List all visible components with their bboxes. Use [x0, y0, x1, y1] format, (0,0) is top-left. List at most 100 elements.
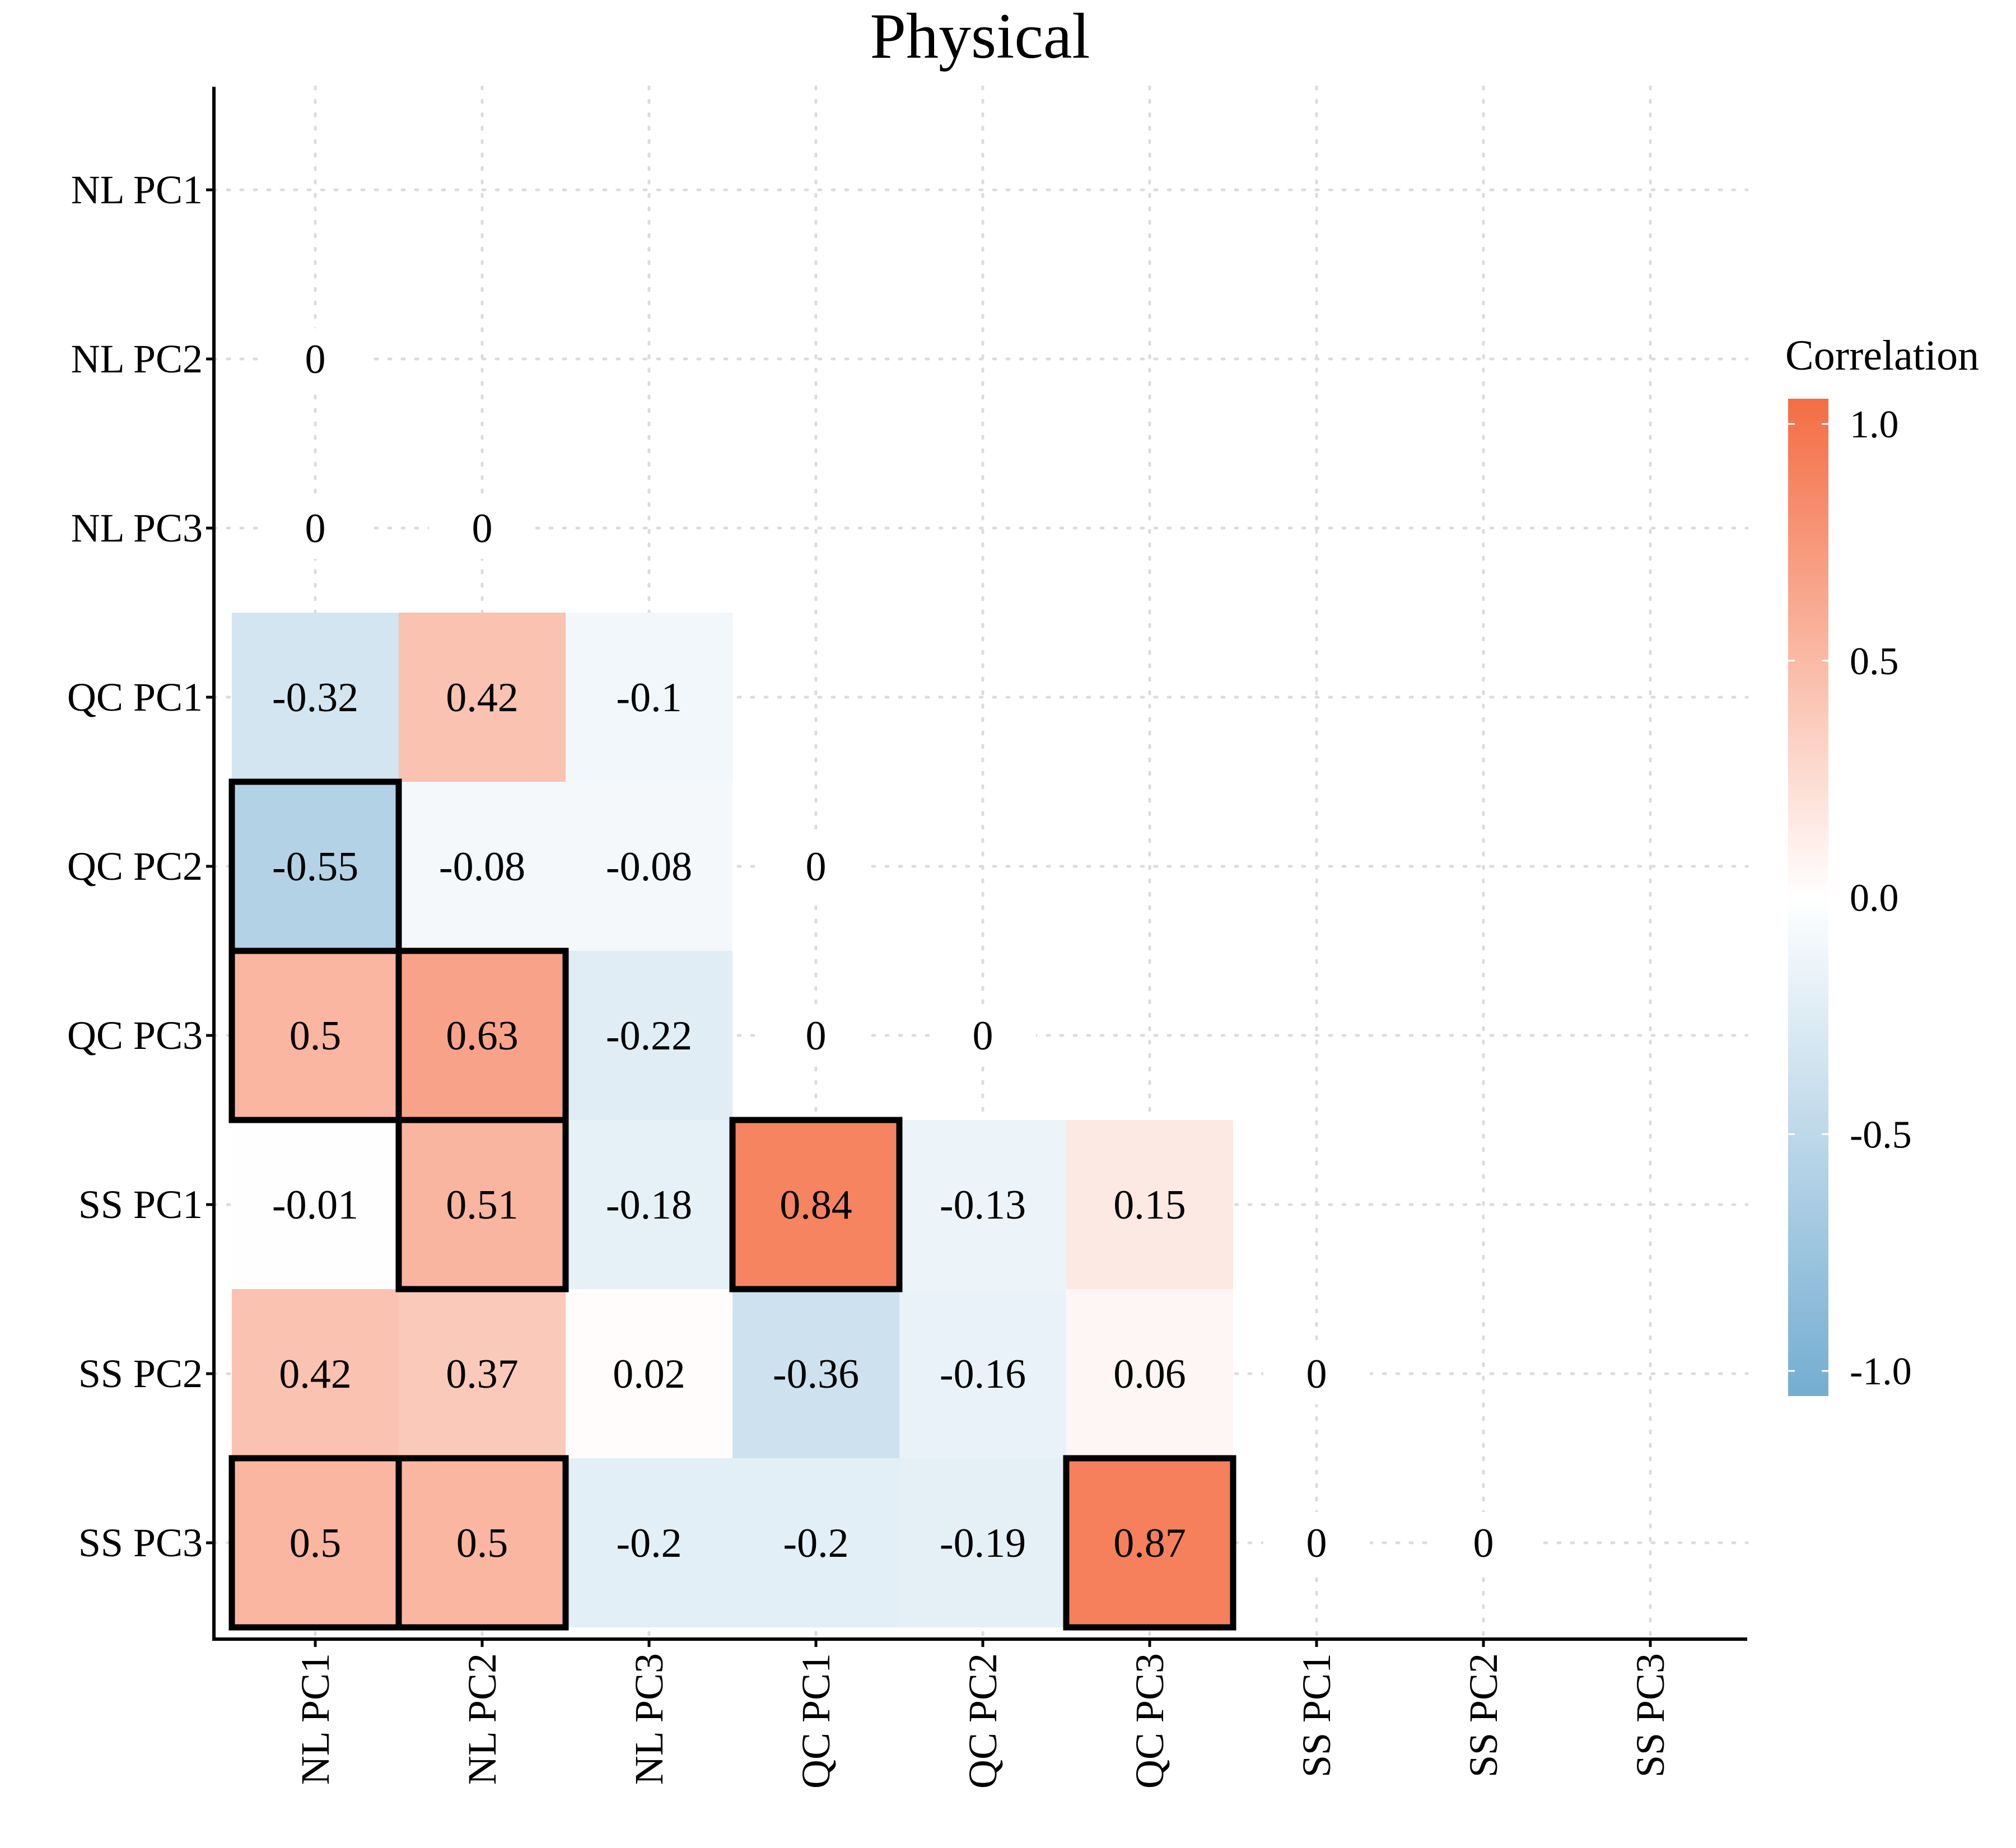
cell-value-label: 0.5	[290, 1520, 342, 1566]
legend-tick-label: -0.5	[1850, 1113, 1912, 1156]
cell-value-label: 0.42	[446, 675, 519, 721]
highlight-border	[395, 1117, 569, 1292]
heatmap-cells: 0 0 0 -0.32 0.42 -0.1 -0.55 -0.08 -0.08 0 0.5 0.63 -…	[232, 328, 1537, 1627]
cell-value-label: -0.13	[940, 1182, 1026, 1228]
heatmap-cell-background	[262, 328, 368, 390]
cell-value-label: 0.5	[290, 1013, 342, 1059]
cell-value-label: 0.5	[456, 1520, 508, 1566]
cell-value-label: 0.06	[1113, 1351, 1186, 1397]
heatmap-cell	[566, 1458, 732, 1627]
legend-tick-label: 1.0	[1850, 403, 1899, 446]
heatmap-cell	[566, 1289, 732, 1458]
x-tick-label: SS PC3	[1628, 1653, 1673, 1777]
cell-value-label: 0.37	[446, 1351, 519, 1397]
cell-value-label: 0.42	[279, 1351, 352, 1397]
y-tick-label: QC PC2	[67, 844, 203, 889]
color-legend: Correlation 1.0 0.5 0.0 -0.5 -1.0	[1785, 332, 1979, 1396]
heatmap-cell	[399, 1458, 566, 1627]
highlight-border	[729, 1117, 903, 1292]
x-tick-label: SS PC1	[1294, 1653, 1339, 1777]
cell-value-label: 0	[806, 1013, 827, 1059]
cell-value-label: -0.19	[940, 1520, 1026, 1566]
heatmap-cell-background	[429, 497, 535, 559]
cell-value-label: -0.2	[616, 1520, 682, 1566]
x-tick-label: NL PC1	[293, 1653, 338, 1785]
y-tick-label: QC PC3	[67, 1013, 203, 1058]
cell-value-label: -0.2	[783, 1520, 848, 1566]
heatmap-cell	[232, 613, 399, 782]
cell-value-label: 0.51	[446, 1182, 519, 1228]
cell-value-label: -0.18	[606, 1182, 692, 1228]
heatmap-cell	[399, 613, 566, 782]
cell-value-label: -0.55	[272, 844, 358, 890]
heatmap-cell-background	[1263, 1512, 1370, 1574]
cell-value-label: -0.32	[272, 675, 358, 721]
heatmap-cell	[732, 1458, 899, 1627]
heatmap-cell	[399, 951, 566, 1120]
heatmap-cell	[732, 1289, 899, 1458]
cell-value-label: 0	[806, 844, 827, 890]
x-tick-label: SS PC2	[1461, 1653, 1506, 1777]
heatmap-cell	[732, 1120, 899, 1289]
y-tick-label: SS PC2	[78, 1351, 203, 1396]
heatmap-cell-background	[1263, 1343, 1370, 1404]
cell-value-label: -0.01	[272, 1182, 358, 1228]
legend-title: Correlation	[1785, 332, 1979, 379]
heatmap-cell	[232, 951, 399, 1120]
heatmap-cell	[399, 782, 566, 951]
x-tick-label: QC PC2	[960, 1653, 1005, 1789]
y-tick-label: QC PC1	[67, 675, 203, 720]
y-tick-label: SS PC1	[78, 1182, 203, 1227]
cell-value-label: -0.16	[940, 1351, 1026, 1397]
y-tick-label: NL PC2	[71, 337, 203, 381]
cell-value-label: -0.08	[439, 844, 525, 890]
cell-value-label: 0	[1306, 1520, 1327, 1566]
cell-value-label: 0.63	[446, 1013, 519, 1059]
cell-value-label: 0	[305, 506, 326, 552]
heatmap-cell-background	[763, 836, 869, 897]
heatmap-cell-background	[262, 497, 368, 559]
cell-value-label: -0.36	[773, 1351, 859, 1397]
heatmap-cell	[899, 1120, 1066, 1289]
heatmap-cell-background	[1430, 1512, 1537, 1574]
heatmap-cell	[899, 1458, 1066, 1627]
cell-value-label: 0	[305, 337, 326, 382]
y-tick-label: NL PC3	[71, 506, 203, 550]
axes: NL PC1 NL PC2 NL PC3 QC PC1 QC PC2 QC PC3 SS P…	[67, 87, 1747, 1789]
cell-value-label: 0.87	[1113, 1520, 1186, 1566]
heatmap-cell	[1066, 1289, 1233, 1458]
x-tick-label: NL PC2	[460, 1653, 505, 1785]
x-tick-label: QC PC1	[794, 1653, 838, 1789]
heatmap-cell-background	[930, 1005, 1036, 1066]
heatmap-cell	[1066, 1458, 1233, 1627]
heatmap-cell	[232, 1120, 399, 1289]
cell-value-label: -0.08	[606, 844, 692, 890]
heatmap-cell	[232, 1458, 399, 1627]
heatmap-cell	[399, 1289, 566, 1458]
heatmap-cell	[399, 1120, 566, 1289]
cell-value-label: -0.1	[616, 675, 682, 721]
cell-value-label: 0	[1306, 1351, 1327, 1397]
heatmap-cell	[566, 782, 732, 951]
legend-tick-label: 0.5	[1850, 640, 1899, 683]
cell-value-label: 0	[973, 1013, 993, 1059]
heatmap-cell-background	[763, 1005, 869, 1066]
y-tick-label: SS PC3	[78, 1520, 203, 1565]
cell-value-label: 0	[1473, 1520, 1494, 1566]
cell-value-label: 0.84	[780, 1182, 852, 1228]
cell-value-label: 0	[472, 506, 493, 552]
cell-value-label: 0.02	[613, 1351, 685, 1397]
x-tick-label: QC PC3	[1127, 1653, 1172, 1789]
highlight-border	[395, 1455, 569, 1631]
cell-value-label: 0.15	[1113, 1182, 1186, 1228]
legend-tick-label: -1.0	[1850, 1350, 1912, 1393]
heatmap-cell	[232, 782, 399, 951]
legend-tick-label: 0.0	[1850, 877, 1899, 920]
heatmap-cell	[566, 613, 732, 782]
heatmap-cell	[566, 951, 732, 1120]
chart-title: Physical	[870, 1, 1090, 72]
heatmap-cell	[1066, 1120, 1233, 1289]
x-tick-label: NL PC3	[627, 1653, 671, 1785]
heatmap-cell	[899, 1289, 1066, 1458]
highlight-borders	[228, 778, 1236, 1631]
